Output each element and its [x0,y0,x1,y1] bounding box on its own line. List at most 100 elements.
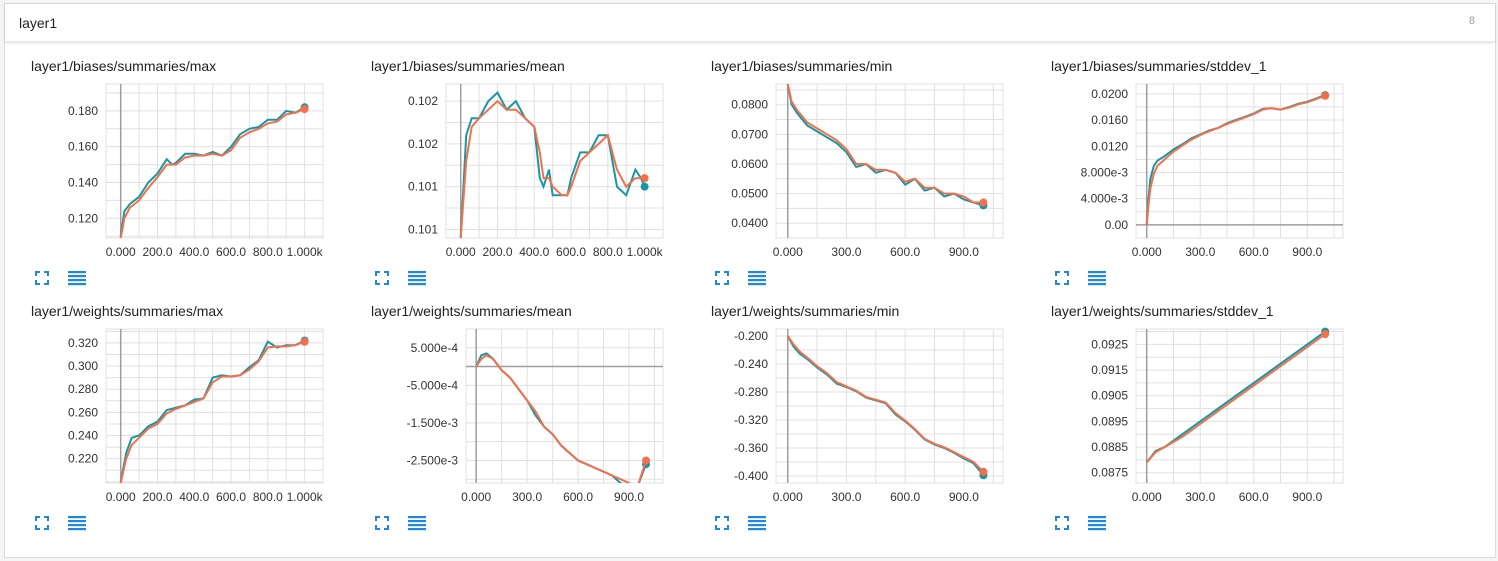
plot-area [1135,328,1344,484]
x-tick-label: 400.0 [179,245,209,259]
list-icon[interactable] [748,515,766,531]
y-tick-label: 0.260 [68,405,98,419]
chart-card: layer1/biases/summaries/min 0.000 300.0 600… [711,58,1031,288]
y-tick-label: 0.300 [68,359,98,373]
x-tick-label: 300.0 [831,245,861,259]
line-chart[interactable]: 0.000 300.0 600.0 900.0 5.000e-4 -5.000e-4 -1.… [371,321,691,511]
x-tick-label: 600.0 [890,245,920,259]
x-tick-label: 200.0 [142,490,172,504]
x-tick-label: 1.000k [287,245,324,259]
x-tick-label: 900.0 [1292,490,1322,504]
y-tick-label: -0.200 [734,329,768,343]
series-line [119,340,305,483]
y-tick-label: 0.0905 [1091,389,1128,403]
list-icon[interactable] [1088,270,1106,286]
y-tick-label: 0.0700 [731,127,768,141]
chart-card: layer1/weights/summaries/max 0.000 200.0 40… [31,303,351,533]
y-tick-label: 0.0915 [1091,363,1128,377]
fullscreen-icon[interactable] [714,515,730,531]
y-tick-label: 0.0925 [1091,337,1128,351]
x-tick-label: 900.0 [949,490,979,504]
series-end-dot [979,198,988,207]
fullscreen-icon[interactable] [374,270,390,286]
line-chart[interactable]: 0.000 300.0 600.0 900.0 0.00 4.000e-3 8.000e-3… [1051,76,1371,266]
series-end-dot [642,456,651,465]
chart-title: layer1/weights/summaries/mean [371,303,572,319]
series-end-dot [979,467,988,476]
series-line [459,99,645,238]
x-tick-label: 900.0 [614,490,644,504]
y-tick-label: 0.320 [68,336,98,350]
layer1-panel: layer1 8 layer1/biases/summaries/max 0.00… [4,3,1496,558]
fullscreen-icon[interactable] [34,270,50,286]
line-chart[interactable]: 0.000 200.0 400.0 600.0 800.0 1.000k 0.101 0.10… [371,76,691,266]
panel-header[interactable]: layer1 8 [5,4,1495,42]
x-tick-label: 600.0 [216,490,246,504]
line-chart[interactable]: 0.000 200.0 400.0 600.0 800.0 1.000k 0.220 0.24… [31,321,351,511]
chart-card: layer1/weights/summaries/min 0.000 300.0 60… [711,303,1031,533]
x-tick-label: 0.000 [1132,490,1162,504]
list-icon[interactable] [748,270,766,286]
x-tick-label: 800.0 [253,490,283,504]
line-chart[interactable]: 0.000 200.0 400.0 600.0 800.0 1.000k 0.120 0.14… [31,76,351,266]
fullscreen-icon[interactable] [1054,515,1070,531]
line-chart[interactable]: 0.000 300.0 600.0 900.0 0.0400 0.0500 0.0600 0.… [711,76,1031,266]
list-icon[interactable] [68,515,86,531]
chart-title: layer1/biases/summaries/mean [371,58,565,74]
chart-title: layer1/weights/summaries/min [711,303,900,319]
y-tick-label: 8.000e-3 [1081,165,1129,179]
plot-area [465,328,664,484]
list-icon[interactable] [408,515,426,531]
y-tick-label: 0.101 [408,222,438,236]
x-tick-label: 600.0 [216,245,246,259]
chart-title: layer1/biases/summaries/stddev_1 [1051,58,1267,74]
y-tick-label: -2.500e-3 [407,453,459,467]
fullscreen-icon[interactable] [714,270,730,286]
y-tick-label: 0.102 [408,137,438,151]
chart-count: 8 [1468,15,1475,27]
list-icon[interactable] [408,270,426,286]
y-tick-label: 0.0800 [731,98,768,112]
y-tick-label: 0.0160 [1091,113,1128,127]
x-tick-label: 0.000 [106,245,136,259]
y-tick-label: 0.00 [1105,218,1129,232]
fullscreen-icon[interactable] [374,515,390,531]
x-tick-label: 300.0 [1185,490,1215,504]
x-tick-label: 300.0 [1185,245,1215,259]
series-line [786,335,985,473]
plot-area [105,83,324,239]
x-tick-label: 600.0 [890,490,920,504]
x-tick-label: 900.0 [1292,245,1322,259]
x-tick-label: 1.000k [287,490,324,504]
y-tick-label: -1.500e-3 [407,416,459,430]
series-end-dot [1321,91,1330,100]
y-tick-label: 0.160 [68,140,98,154]
y-tick-label: 0.120 [68,211,98,225]
chart-title: layer1/biases/summaries/max [31,58,217,74]
y-tick-label: 0.0885 [1091,440,1128,454]
y-tick-label: 5.000e-4 [411,341,459,355]
series-line [119,108,305,238]
plot-area [445,83,664,239]
y-tick-label: 0.0875 [1091,466,1128,480]
fullscreen-icon[interactable] [1054,270,1070,286]
x-tick-label: 0.000 [446,245,476,259]
line-chart[interactable]: 0.000 300.0 600.0 900.0 0.0875 0.0885 0.0895 0.… [1051,321,1371,511]
y-tick-label: 0.101 [408,180,438,194]
x-tick-label: 800.0 [253,245,283,259]
line-chart[interactable]: 0.000 300.0 600.0 900.0 -0.200 -0.240 -0.280 -0… [711,321,1031,511]
y-tick-label: -0.320 [734,413,768,427]
chart-card: layer1/biases/summaries/stddev_1 0.000 300… [1051,58,1371,288]
y-tick-label: 0.0200 [1091,87,1128,101]
x-tick-label: 800.0 [593,245,623,259]
x-tick-label: 200.0 [142,245,172,259]
x-tick-label: 0.000 [773,490,803,504]
y-tick-label: 0.0400 [731,216,768,230]
y-tick-label: 0.280 [68,382,98,396]
fullscreen-icon[interactable] [34,515,50,531]
x-tick-label: 400.0 [519,245,549,259]
list-icon[interactable] [1088,515,1106,531]
list-icon[interactable] [68,270,86,286]
series-line [786,84,984,204]
x-tick-label: 0.000 [773,245,803,259]
